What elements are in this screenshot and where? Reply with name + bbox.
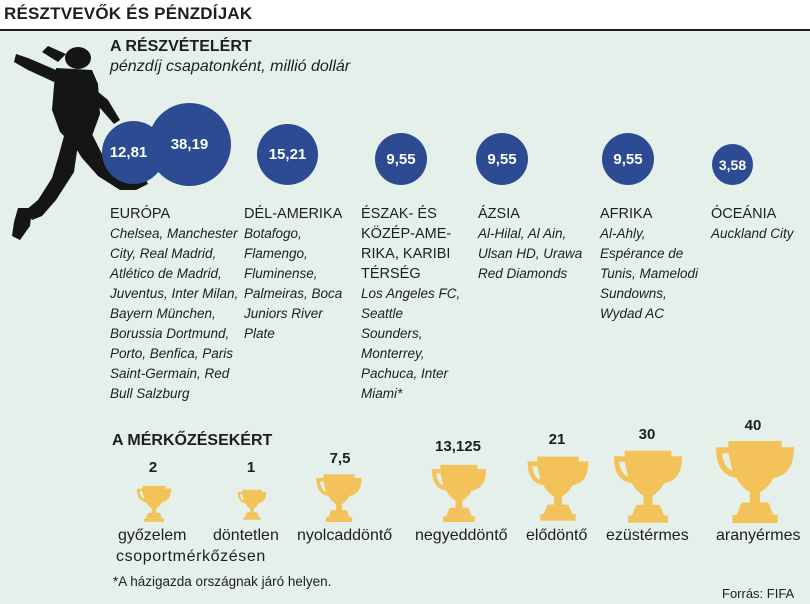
trophy-icon: [136, 485, 172, 522]
region-asia: ÁZSIA Al-Hilal, Al Ain, Ulsan HD, Urawa …: [478, 204, 598, 284]
region-name: ÉSZAK- ÉS KÖZÉP-AME- RIKA, KARIBI TÉRSÉG: [361, 206, 452, 282]
asia-amount: 9,55: [487, 150, 517, 168]
region-europe: EURÓPA Chelsea, Manchester City, Real Ma…: [110, 204, 250, 404]
region-clubs: Al-Hilal, Al Ain, Ulsan HD, Urawa Red Di…: [478, 226, 583, 281]
trophy-icon: [316, 474, 362, 522]
participation-heading: A RÉSZVÉTELÉRT: [110, 38, 252, 55]
oceania-amount-circle: 3,58: [712, 144, 753, 185]
stage-label-win: győzelem: [118, 527, 187, 544]
stage-label-qf: negyeddöntő: [415, 527, 508, 544]
region-clubs: Botafogo, Flamengo, Fluminense, Palmeira…: [244, 226, 343, 341]
region-clubs: Chelsea, Manchester City, Real Madrid, A…: [110, 226, 239, 401]
page-title: RÉSZTVEVŐK ÉS PÉNZDÍJAK: [4, 4, 253, 23]
stage-amount-silver: 30: [638, 426, 656, 443]
region-clubs: Los Angeles FC, Seattle Sounders, Monter…: [361, 286, 461, 401]
trophy-icon: [613, 450, 683, 523]
group-stage-note: csoportmérkőzésen: [116, 548, 266, 565]
oceania-amount: 3,58: [718, 156, 747, 173]
region-africa: AFRIKA Al-Ahly, Espérance de Tunis, Mame…: [600, 204, 710, 324]
trophy-icon: [527, 456, 589, 521]
trophy-icon: [431, 464, 487, 522]
stage-label-r16: nyolcaddöntő: [297, 527, 393, 544]
stage-label-draw: döntetlen: [213, 527, 279, 544]
asia-amount-circle: 9,55: [476, 133, 528, 185]
europe-amount-2: 38,19: [170, 136, 209, 153]
trophy-icon: [716, 441, 794, 524]
europe-amount-circle-2: 38,19: [148, 103, 231, 186]
stage-amount-win: 2: [148, 459, 158, 476]
stage-label-sf: elődöntő: [526, 527, 588, 544]
region-oceania: ÓCEÁNIA Auckland City: [711, 204, 810, 244]
stage-label-gold: aranyérmes: [716, 527, 801, 544]
title-divider: [0, 29, 810, 31]
north-america-amount-circle: 9,55: [375, 133, 427, 185]
europe-amount-1: 12,81: [109, 144, 148, 161]
region-name: AFRIKA: [600, 206, 653, 222]
region-clubs: Al-Ahly, Espérance de Tunis, Mamelodi Su…: [600, 226, 699, 321]
stage-amount-r16: 7,5: [329, 450, 351, 467]
region-name: ÓCEÁNIA: [711, 206, 777, 222]
stage-amount-qf: 13,125: [435, 438, 481, 455]
region-clubs: Auckland City: [711, 226, 794, 241]
south-america-amount-circle: 15,21: [257, 124, 318, 185]
region-name: ÁZSIA: [478, 206, 520, 222]
africa-amount: 9,55: [613, 150, 643, 168]
south-america-amount: 15,21: [268, 146, 307, 163]
participation-subtitle: pénzdíj csapatonként, millió dollár: [110, 58, 351, 75]
matches-heading: A MÉRKŐZÉSEKÉRT: [112, 432, 273, 449]
stage-amount-draw: 1: [246, 459, 256, 476]
region-name: EURÓPA: [110, 206, 171, 222]
africa-amount-circle: 9,55: [602, 133, 654, 185]
stage-amount-sf: 21: [548, 431, 566, 448]
region-north-america: ÉSZAK- ÉS KÖZÉP-AME- RIKA, KARIBI TÉRSÉG…: [361, 204, 479, 404]
stage-label-silver: ezüstérmes: [606, 527, 689, 544]
source-credit: Forrás: FIFA: [722, 586, 795, 601]
footnote: *A házigazda országnak járó helyen.: [113, 574, 332, 589]
region-name: DÉL-AMERIKA: [244, 206, 343, 222]
stage-amount-gold: 40: [744, 417, 762, 434]
trophy-icon: [237, 489, 267, 520]
region-south-america: DÉL-AMERIKA Botafogo, Flamengo, Fluminen…: [244, 204, 364, 344]
north-america-amount: 9,55: [386, 150, 416, 168]
